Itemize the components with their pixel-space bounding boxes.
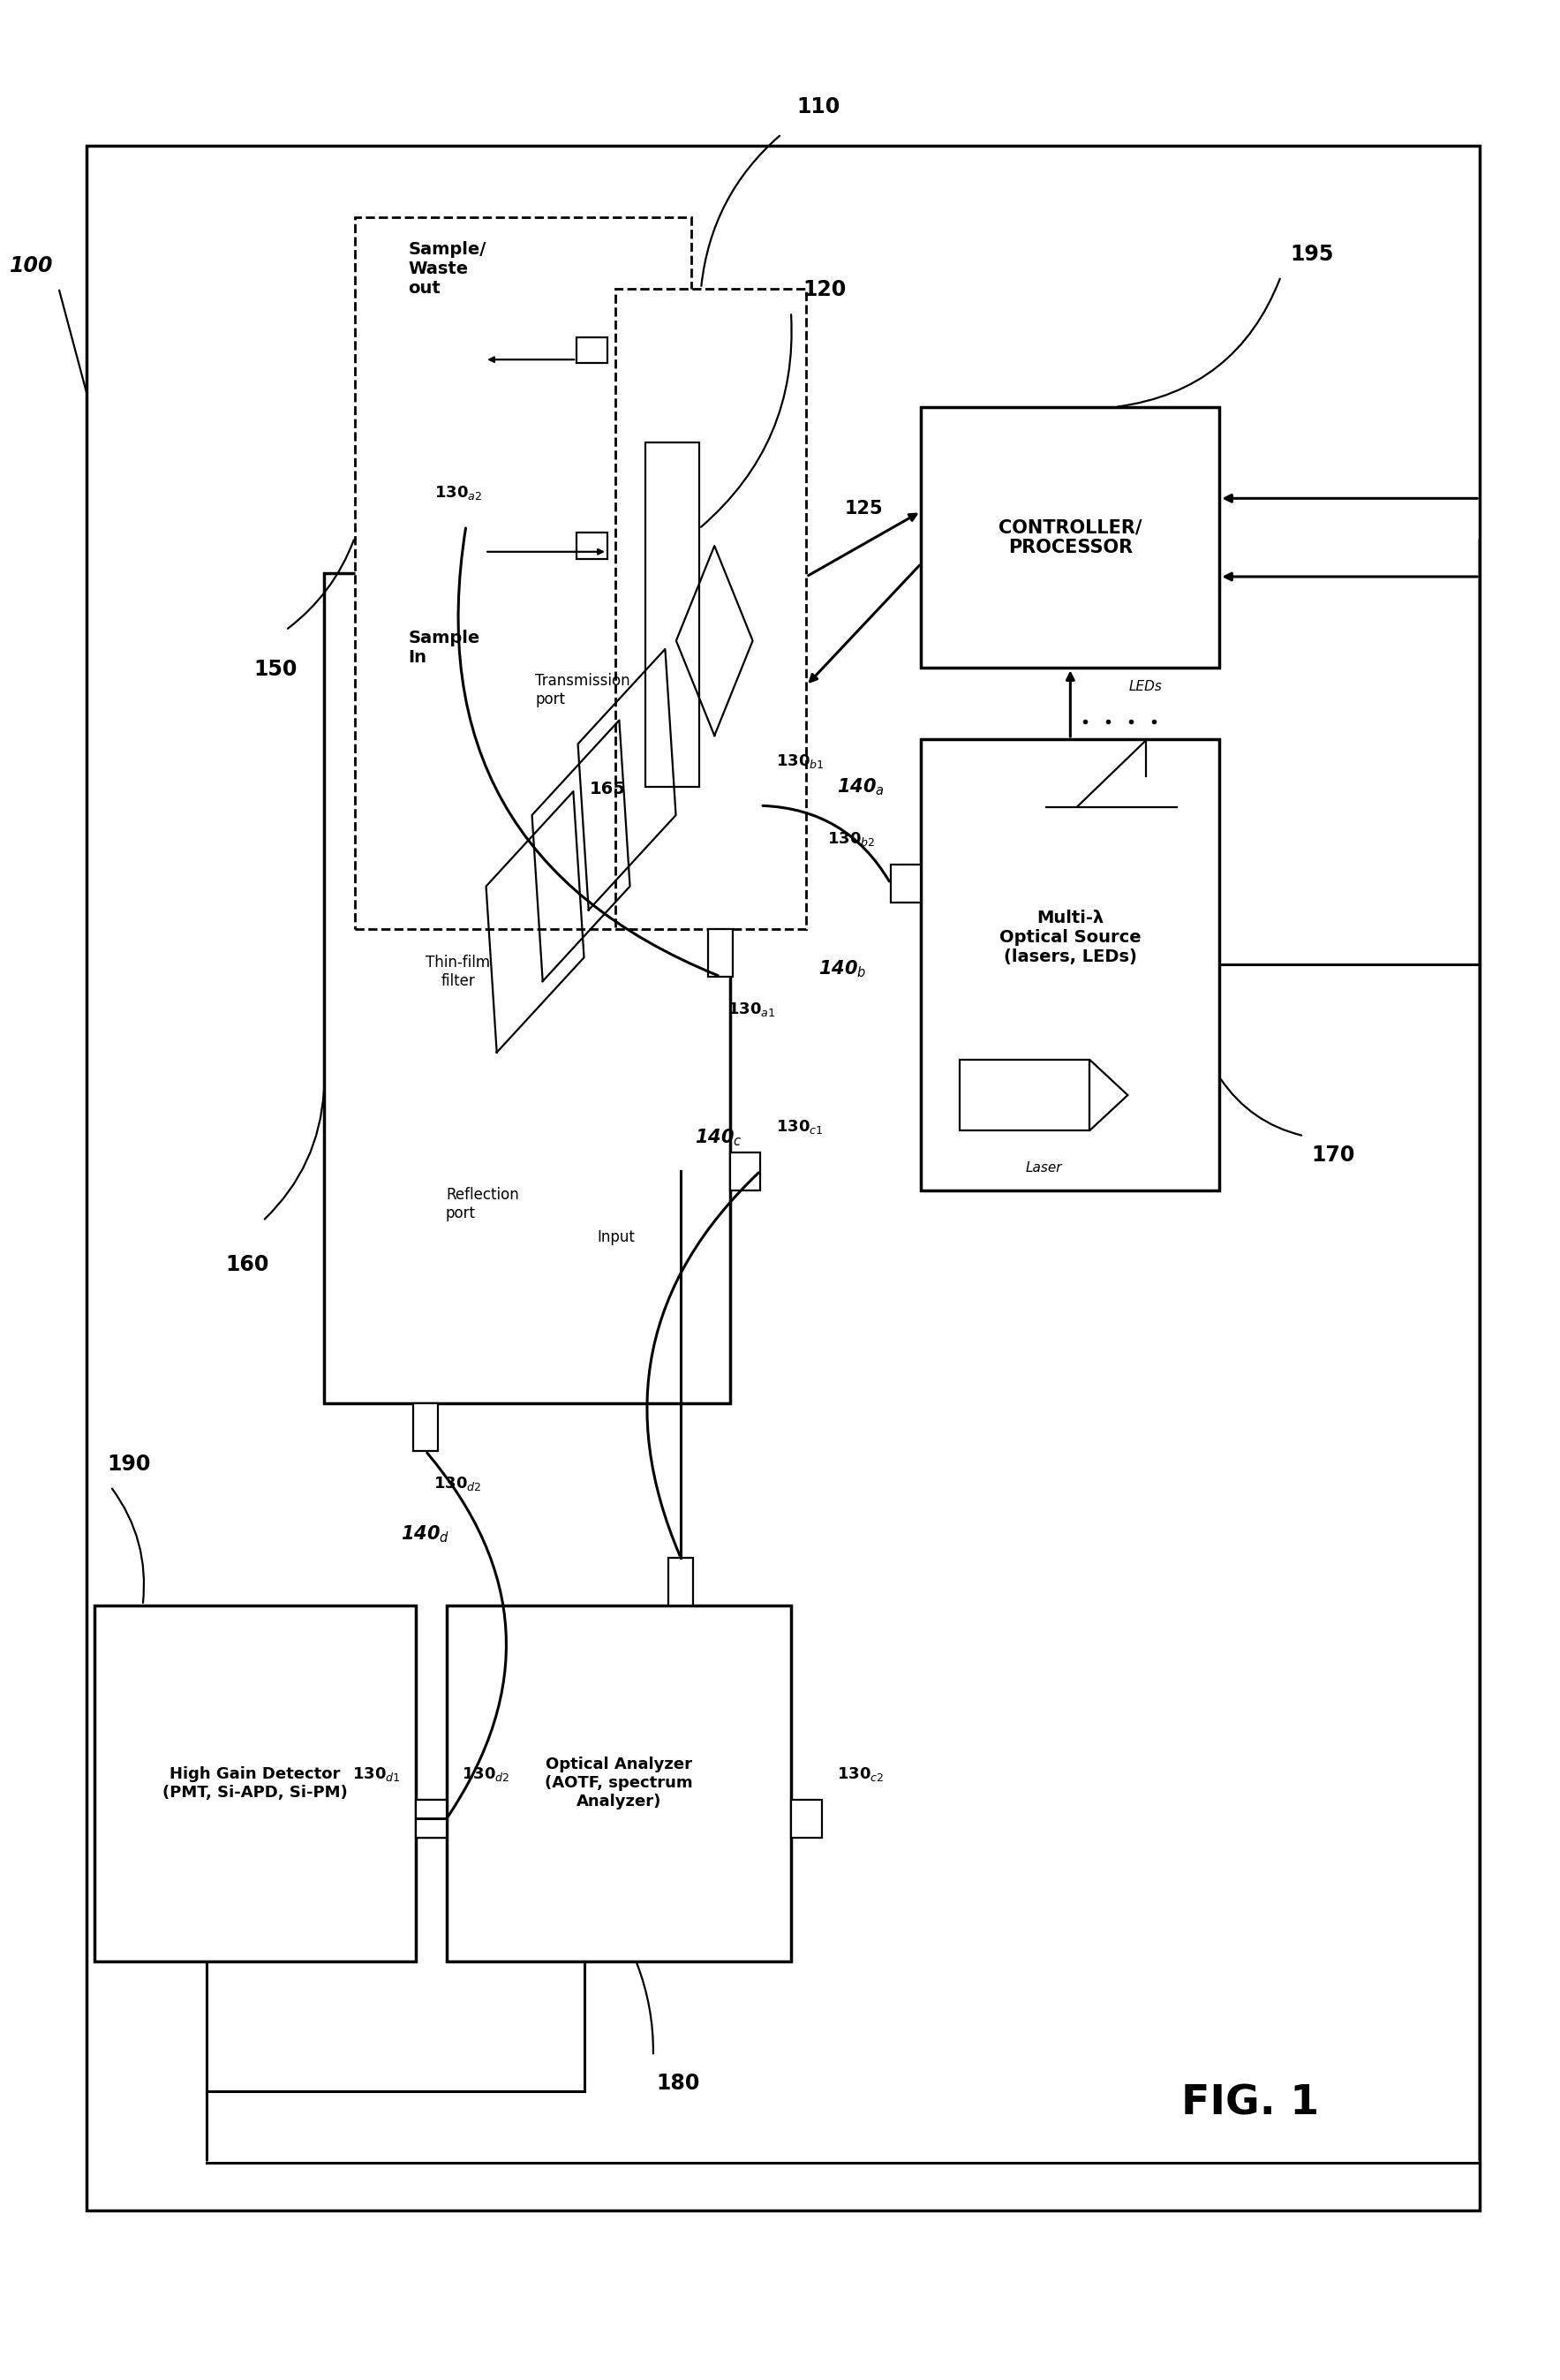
Polygon shape [1089, 1059, 1128, 1130]
Text: Transmission
port: Transmission port [535, 674, 630, 707]
Bar [959, 1059, 1089, 1130]
Text: 100: 100 [9, 255, 53, 276]
Text: 180: 180 [657, 2073, 700, 2094]
Text: 150: 150 [253, 659, 296, 681]
Bar [454, 526, 479, 574]
Text: 170: 170 [1312, 1145, 1356, 1166]
Bar [891, 864, 920, 902]
Text: 130$_{d2}$: 130$_{d2}$ [434, 1476, 482, 1492]
Text: Optical Analyzer
(AOTF, spectrum
Analyzer): Optical Analyzer (AOTF, spectrum Analyze… [544, 1756, 693, 1809]
Text: 195: 195 [1290, 243, 1334, 264]
Text: 165: 165 [590, 781, 626, 797]
Text: 140$_d$: 140$_d$ [401, 1523, 449, 1545]
Text: 130$_{d1}$: 130$_{d1}$ [353, 1766, 401, 1783]
Text: Laser: Laser [1025, 1161, 1062, 1176]
Bar [87, 145, 1480, 2211]
Text: 125: 125 [844, 500, 883, 516]
Text: 190: 190 [108, 1454, 151, 1476]
Bar [324, 574, 730, 1404]
Bar [354, 217, 691, 928]
Bar [577, 338, 607, 364]
Text: 130$_{c1}$: 130$_{c1}$ [775, 1119, 824, 1135]
Text: High Gain Detector
(PMT, Si-APD, Si-PM): High Gain Detector (PMT, Si-APD, Si-PM) [162, 1766, 348, 1799]
Text: 130$_{b2}$: 130$_{b2}$ [827, 831, 875, 847]
Text: Sample/
Waste
out: Sample/ Waste out [409, 240, 487, 298]
Text: 130$_{a1}$: 130$_{a1}$ [729, 1000, 775, 1019]
Bar [417, 1799, 446, 1837]
Text: Reflection
port: Reflection port [446, 1188, 519, 1221]
Bar [417, 1799, 446, 1837]
Bar [646, 443, 699, 788]
Text: Input: Input [597, 1230, 635, 1245]
Text: 140$_a$: 140$_a$ [836, 776, 885, 797]
Bar [920, 407, 1220, 669]
Text: 130$_{b1}$: 130$_{b1}$ [775, 752, 824, 771]
Text: CONTROLLER/
PROCESSOR: CONTROLLER/ PROCESSOR [998, 519, 1142, 557]
Bar [577, 533, 607, 559]
Bar [615, 288, 807, 928]
Text: Multi-λ
Optical Source
(lasers, LEDs): Multi-λ Optical Source (lasers, LEDs) [1000, 909, 1142, 966]
Bar [413, 1404, 438, 1452]
Text: 130$_{c2}$: 130$_{c2}$ [836, 1766, 885, 1783]
Text: 140$_b$: 140$_b$ [819, 959, 866, 981]
Bar [708, 928, 733, 976]
Text: 160: 160 [226, 1254, 270, 1276]
Text: 120: 120 [803, 278, 847, 300]
Text: 140$_c$: 140$_c$ [694, 1128, 743, 1147]
Text: Thin-film
filter: Thin-film filter [426, 954, 490, 988]
Text: 130$_{d2}$: 130$_{d2}$ [462, 1766, 510, 1783]
Bar [730, 1152, 760, 1190]
Bar [669, 1559, 693, 1604]
Text: 110: 110 [797, 95, 841, 117]
Text: LEDs: LEDs [1129, 681, 1162, 693]
Bar [730, 788, 760, 823]
Bar [791, 1799, 822, 1837]
Bar [446, 1604, 791, 1961]
Bar [95, 1604, 417, 1961]
Text: Sample
In: Sample In [409, 631, 480, 666]
Bar [920, 740, 1220, 1190]
Text: 130$_{a2}$: 130$_{a2}$ [435, 483, 482, 502]
Text: FIG. 1: FIG. 1 [1181, 2082, 1320, 2123]
